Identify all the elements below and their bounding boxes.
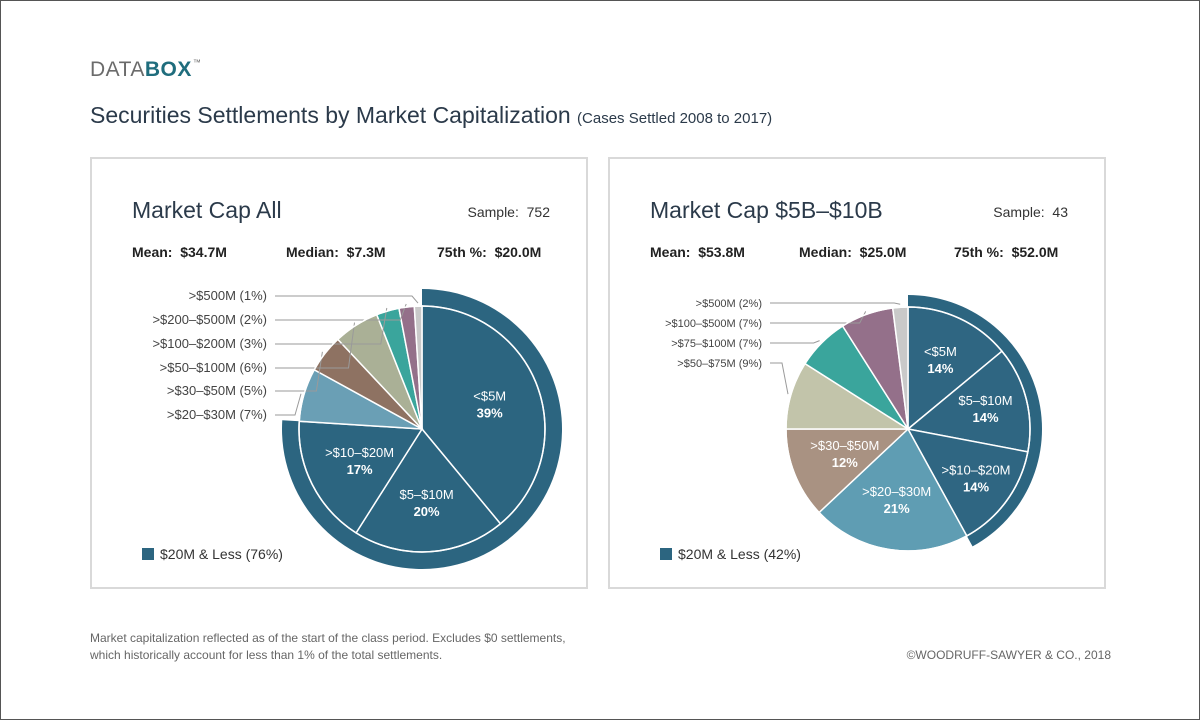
slice-value-label: 14% — [963, 479, 989, 494]
legend-swatch — [142, 548, 154, 560]
slice-label: <$5M — [924, 344, 957, 359]
callout-label: >$75–$100M (7%) — [671, 338, 762, 350]
slice-label: <$5M — [473, 389, 506, 404]
slice-value-label: 21% — [884, 501, 910, 516]
callout-line — [275, 303, 407, 321]
legend-item: $20M & Less (42%) — [660, 546, 801, 562]
callout-label: >$100–$500M (7%) — [665, 318, 762, 330]
stat-median: Median: $7.3M — [286, 244, 386, 260]
callout-line — [770, 302, 901, 305]
chart-panel-5b-10b: Market Cap $5B–$10B Sample: 43 Mean: $53… — [608, 157, 1106, 589]
ring-20m-and-less — [908, 295, 1043, 547]
page-subtitle: (Cases Settled 2008 to 2017) — [577, 110, 773, 127]
sample-count: Sample: 43 — [993, 204, 1068, 220]
pie-chart-5b-10b: <$5M 14% $5–$10M 14% >$10–$20M 14% >$20–$30M 21… — [665, 295, 1043, 552]
slice-label: $5–$10M — [399, 487, 453, 502]
legend-swatch — [660, 548, 672, 560]
legend-item: $20M & Less (76%) — [142, 546, 283, 562]
stat-mean: Mean: $34.7M — [132, 244, 227, 260]
slice-label: >$10–$20M — [325, 445, 394, 460]
stat-75th: 75th %: $20.0M — [437, 244, 542, 260]
callout-label: >$30–$50M (5%) — [167, 383, 267, 398]
slice-value-label: 12% — [832, 455, 858, 470]
callout-label: >$20–$30M (7%) — [167, 407, 267, 422]
chart-title: Market Cap $5B–$10B — [650, 197, 883, 223]
callout-label: >$100–$200M (3%) — [152, 336, 267, 351]
stat-median: Median: $25.0M — [799, 244, 907, 260]
pie-chart-all: <$5M 39% $5–$10M 20% >$10–$20M 17% >$500M (1%)… — [152, 288, 563, 569]
slice-value-label: 14% — [927, 361, 953, 376]
slice-value-label: 17% — [347, 462, 373, 477]
slice-value-label: 14% — [972, 410, 998, 425]
callout-line — [275, 295, 419, 304]
slice-label: >$10–$20M — [941, 462, 1010, 477]
sample-count: Sample: 752 — [467, 204, 551, 220]
slice-label: >$20–$30M — [862, 484, 931, 499]
databox-logo: DATABOX™ — [90, 58, 202, 81]
slice-label: $5–$10M — [958, 393, 1012, 408]
callout-line — [275, 351, 323, 392]
stat-mean: Mean: $53.8M — [650, 244, 745, 260]
callout-line — [770, 340, 820, 344]
pie-outline — [785, 306, 1031, 552]
callout-line — [275, 307, 388, 345]
callout-label: >$500M (1%) — [189, 288, 267, 303]
slice-value-label: 39% — [477, 406, 503, 421]
callout-label: >$500M (2%) — [696, 298, 762, 310]
callout-line — [770, 362, 789, 395]
callout-line — [275, 322, 355, 369]
callout-label: >$200–$500M (2%) — [152, 312, 267, 327]
page-title: Securities Settlements by Market Capital… — [90, 102, 773, 128]
pie-outline — [298, 305, 546, 553]
callout-line — [275, 393, 302, 416]
copyright: ©WOODRUFF-SAWYER & CO., 2018 — [906, 648, 1111, 662]
callout-label: >$50–$75M (9%) — [677, 358, 762, 370]
callout-label: >$50–$100M (6%) — [160, 360, 267, 375]
slice-value-label: 20% — [414, 504, 440, 519]
slice-label: >$30–$50M — [810, 438, 879, 453]
chart-panel-all: Market Cap All Sample: 752 Mean: $34.7M … — [90, 157, 588, 589]
footnote: Market capitalization reflected as of th… — [90, 631, 566, 662]
chart-title: Market Cap All — [132, 197, 282, 223]
stat-75th: 75th %: $52.0M — [954, 244, 1059, 260]
